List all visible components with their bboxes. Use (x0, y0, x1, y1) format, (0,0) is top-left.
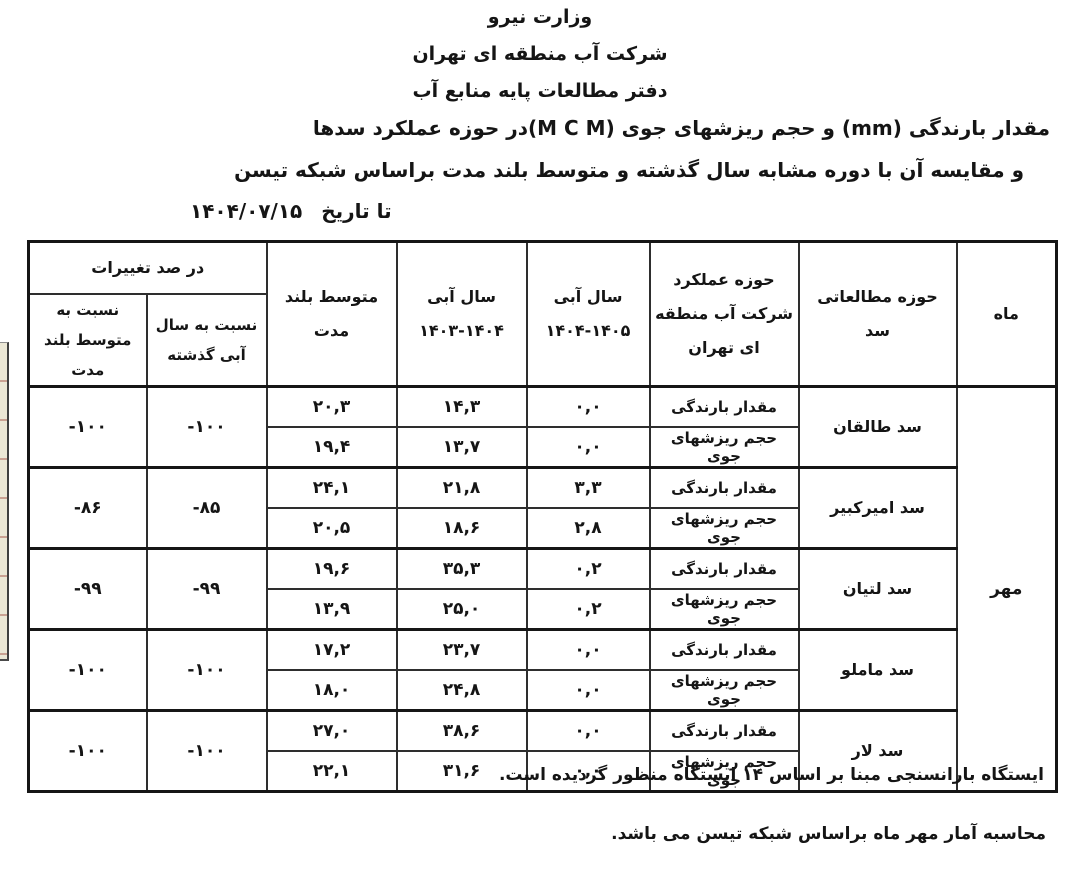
value-cell: ۳۱,۶ (395, 749, 528, 792)
pct-vs-last-year-cell: -۱۰۰ (145, 384, 268, 468)
pct-vs-long-term-cell: -۱۰۰ (27, 627, 148, 711)
header-line-company: شرکت آب منطقه ای تهران (412, 43, 668, 65)
value-cell: ۲۳,۷ (395, 627, 528, 671)
footnote-calculation: محاسبه آمار مهر ماه براساس شبکه تیسن می … (611, 824, 1046, 844)
col-header-year-1404-1405: سال آبی ۱۴۰۴-۱۴۰۵ (525, 240, 651, 388)
pct-vs-last-year-cell: -۱۰۰ (145, 627, 268, 711)
row-label-cell: حجم ریزشهای جوی (648, 668, 800, 711)
row-label-cell: مقدار بارندگی (648, 627, 800, 671)
row-label-cell: مقدار بارندگی (648, 384, 800, 428)
date-value: ۱۴۰۴/۰۷/۱۵ (190, 199, 303, 223)
value-cell: ۱۸,۶ (395, 506, 528, 549)
row-label-cell: حجم ریزشهای جوی (648, 506, 800, 549)
year-previous-range: ۱۴۰۳-۱۴۰۴ (419, 320, 504, 340)
row-label-cell: حجم ریزشهای جوی (648, 425, 800, 468)
row-label-cell: مقدار بارندگی (648, 546, 800, 590)
table-row: سد لتیان مقدار بارندگی ۰,۲ ۳۵,۳ ۱۹,۶ -۹۹… (27, 546, 1056, 630)
col-header-percent-change: در صد تغییرات (27, 240, 268, 295)
row-label-cell: حجم ریزشهای جوی (648, 587, 800, 630)
date-label: تا تاریخ (321, 199, 392, 223)
value-cell: ۱۸,۰ (265, 668, 398, 711)
value-cell: ۱۷,۲ (265, 627, 398, 671)
header-line-title: مقدار بارندگی (mm) و حجم ریزشهای جوی (M … (312, 116, 1050, 140)
col-header-year-1403-1404: سال آبی ۱۴۰۳-۱۴۰۴ (395, 240, 528, 388)
table-row: حجم ریزشهای جوی ۲,۸ ۱۸,۶ ۲۰,۵ (28, 506, 1056, 549)
value-cell: ۲۴,۱ (265, 465, 398, 509)
col-header-month: ماه (955, 240, 1058, 388)
table-row: حجم ریزشهای جوی ۰,۲ ۲۵,۰ ۱۳,۹ (28, 587, 1056, 630)
col-header-long-term-avg: متوسط بلند مدت (265, 240, 398, 388)
month-cell: مهر (955, 384, 1058, 792)
table-row: حجم ریزشهای جوی ۰,۰ ۳۱,۶ ۲۲,۱ (28, 749, 1056, 792)
value-cell: ۲۰,۵ (265, 506, 398, 549)
value-cell: ۰,۰ (525, 668, 651, 711)
row-label-cell: مقدار بارندگی (648, 708, 800, 752)
col-header-vs-last-year: نسبت به سال آبی گذشته (145, 292, 268, 388)
pct-vs-long-term-cell: -۹۹ (27, 546, 148, 630)
header-line-subtitle: و مقایسه آن با دوره مشابه سال گذشته و مت… (234, 158, 1024, 182)
value-cell: ۰,۰ (525, 425, 651, 468)
left-edge-artifact (0, 342, 9, 661)
value-cell: ۳۸,۶ (395, 708, 528, 752)
value-cell: ۲۴,۸ (395, 668, 528, 711)
dam-name-cell: سد لار (797, 708, 958, 792)
dam-name-cell: سد ماملو (797, 627, 958, 711)
table-row: حجم ریزشهای جوی ۰,۰ ۱۳,۷ ۱۹,۴ (28, 425, 1056, 468)
value-cell: ۱۳,۹ (265, 587, 398, 630)
dam-name-cell: سد لتیان (797, 546, 958, 630)
table-row: حجم ریزشهای جوی ۰,۰ ۲۴,۸ ۱۸,۰ (28, 668, 1056, 711)
col-header-dam-basin: حوزه مطالعاتی سد (797, 240, 958, 388)
value-cell: ۰,۰ (525, 749, 651, 792)
table-subheader-row: نسبت به سال آبی گذشته نسبت به متوسط بلند… (27, 292, 1056, 388)
value-cell: ۳۵,۳ (395, 546, 528, 590)
value-cell: ۲۲,۱ (265, 749, 398, 792)
value-cell: ۲,۸ (525, 506, 651, 549)
water-year-label: سال آبی (427, 287, 496, 307)
pct-vs-long-term-cell: -۱۰۰ (27, 384, 148, 468)
value-cell: ۰,۰ (525, 384, 651, 428)
value-cell: ۱۴,۳ (395, 384, 528, 428)
header-line-date: تا تاریخ ۱۴۰۴/۰۷/۱۵ (190, 199, 392, 223)
value-cell: ۰,۲ (525, 587, 651, 630)
pct-vs-last-year-cell: -۸۵ (145, 465, 268, 549)
col-header-vs-long-term: نسبت به متوسط بلند مدت (27, 292, 148, 388)
row-label-cell: حجم ریزشهای جوی (648, 749, 800, 792)
pct-vs-last-year-cell: -۱۰۰ (145, 708, 268, 792)
year-current-range: ۱۴۰۴-۱۴۰۵ (545, 320, 631, 340)
table-row: سد ماملو مقدار بارندگی ۰,۰ ۲۳,۷ ۱۷,۲ -۱۰… (27, 627, 1056, 711)
dam-name-cell: سد طالقان (797, 384, 958, 468)
footnote-stations: ایستگاه بارانسنجی مبنا بر اساس ۱۴ ایستگا… (498, 765, 1044, 785)
pct-vs-long-term-cell: -۱۰۰ (27, 708, 148, 792)
table-row: سد لار مقدار بارندگی ۰,۰ ۳۸,۶ ۲۷,۰ -۱۰۰ … (27, 708, 1056, 792)
pct-vs-long-term-cell: -۸۶ (27, 465, 148, 549)
value-cell: ۲۷,۰ (265, 708, 398, 752)
value-cell: ۱۳,۷ (395, 425, 528, 468)
value-cell: ۱۹,۴ (265, 425, 398, 468)
value-cell: ۲۰,۳ (265, 384, 398, 428)
table-header-row: ماه حوزه مطالعاتی سد حوزه عملکرد شرکت آب… (27, 240, 1058, 388)
col-header-company-scope: حوزه عملکرد شرکت آب منطقه ای تهران (648, 240, 800, 388)
header-line-office: دفتر مطالعات پایه منابع آب (412, 80, 668, 102)
water-year-label: سال آبی (553, 287, 623, 307)
rainfall-table: ماه حوزه مطالعاتی سد حوزه عملکرد شرکت آب… (26, 240, 1058, 793)
dam-name-cell: سد امیرکبیر (797, 465, 958, 549)
pct-vs-last-year-cell: -۹۹ (145, 546, 268, 630)
value-cell: ۲۵,۰ (395, 587, 528, 630)
header-line-ministry: وزارت نیرو (487, 6, 593, 28)
table-row: مهر سد طالقان مقدار بارندگی ۰,۰ ۱۴,۳ ۲۰,… (27, 384, 1058, 792)
value-cell: ۰,۲ (525, 546, 651, 590)
value-cell: ۲۱,۸ (395, 465, 528, 509)
value-cell: ۰,۰ (525, 708, 651, 752)
value-cell: ۰,۰ (525, 627, 651, 671)
table-row: سد امیرکبیر مقدار بارندگی ۳,۳ ۲۱,۸ ۲۴,۱ … (27, 465, 1056, 549)
row-label-cell: مقدار بارندگی (648, 465, 800, 509)
value-cell: ۱۹,۶ (265, 546, 398, 590)
value-cell: ۳,۳ (525, 465, 651, 509)
